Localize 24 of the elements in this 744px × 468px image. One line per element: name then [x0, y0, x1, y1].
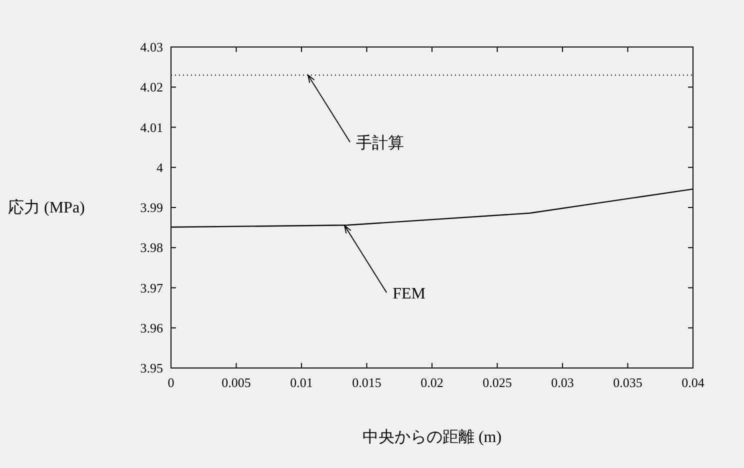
- x-tick-label: 0.005: [222, 375, 251, 390]
- annotation: FEM: [344, 224, 426, 303]
- y-tick-label: 3.98: [140, 240, 163, 256]
- x-tick-label: 0.025: [482, 375, 512, 390]
- y-tick-label: 4.02: [140, 80, 163, 95]
- y-tick-label: 4.01: [140, 120, 163, 135]
- annotation: FEM: [392, 286, 426, 303]
- y-axis-title: 応力 (MPa): [8, 198, 85, 216]
- x-tick-label: 0.035: [613, 375, 642, 390]
- annotation: 手計算: [356, 134, 404, 152]
- x-tick-label: 0.04: [682, 375, 705, 390]
- y-tick-label: 3.97: [140, 280, 164, 296]
- y-tick-label: 4: [156, 160, 164, 175]
- annotation: 手計算: [307, 74, 404, 152]
- y-tick-label: 3.95: [140, 360, 163, 376]
- x-tick-label: 0.01: [290, 375, 313, 390]
- x-axis-title: 中央からの距離 (m): [362, 428, 502, 446]
- y-tick-label: 4.03: [140, 40, 163, 54]
- x-tick-label: 0.03: [551, 375, 574, 390]
- x-tick-label: 0.02: [420, 375, 444, 390]
- y-tick-label: 3.96: [140, 320, 164, 336]
- y-tick-label: 3.99: [140, 200, 163, 215]
- x-tick-label: 0.015: [352, 375, 382, 390]
- x-tick-label: 0: [168, 375, 174, 390]
